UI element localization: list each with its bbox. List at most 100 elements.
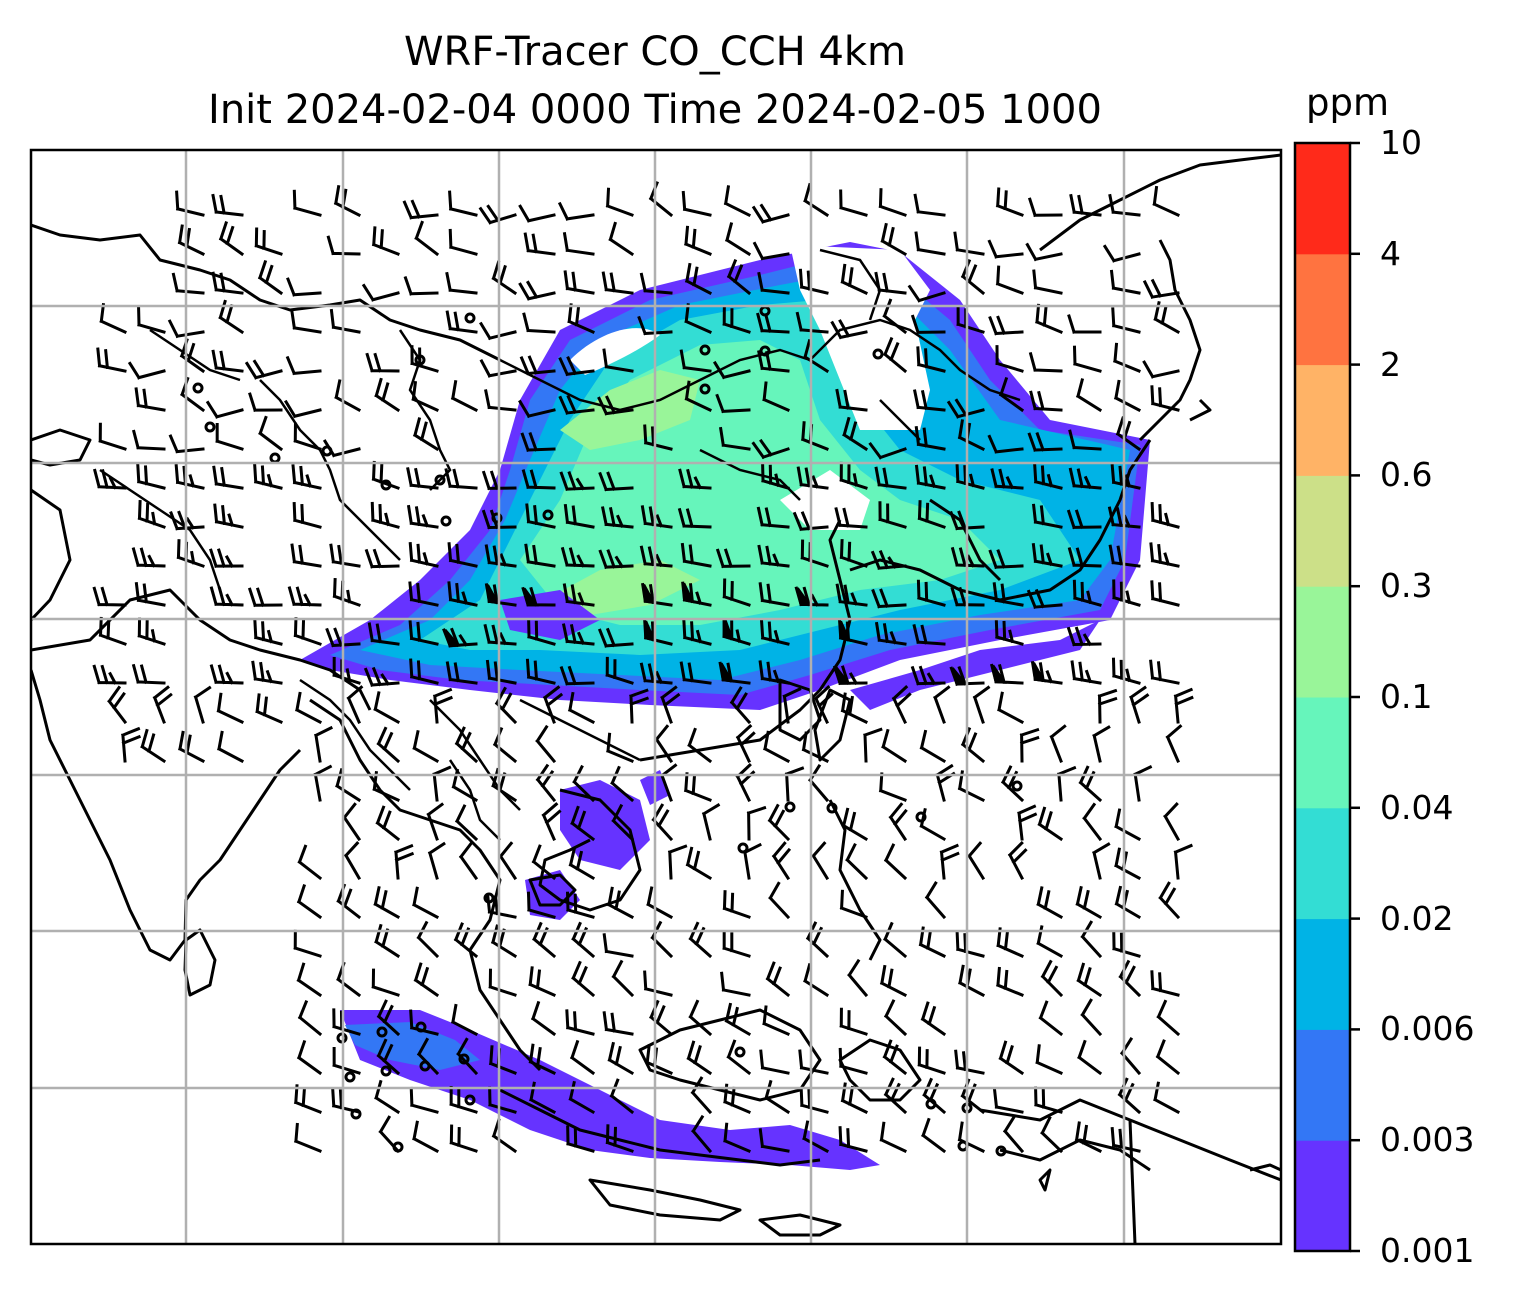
wind-barb <box>1035 1044 1063 1075</box>
wind-barb <box>216 730 245 764</box>
wind-barb <box>427 841 446 880</box>
wind-barb <box>955 931 985 958</box>
wind-barb <box>756 506 790 529</box>
wind-barb <box>175 190 205 217</box>
wind-barb <box>765 961 791 998</box>
wind-barb <box>1027 197 1063 218</box>
wind-barb <box>912 624 946 646</box>
wind-barb <box>329 543 361 568</box>
wind-barb <box>451 768 479 803</box>
wind-barb <box>845 842 869 881</box>
wind-barb <box>176 539 205 568</box>
wind-barb <box>521 469 556 490</box>
wind-barb <box>878 772 907 802</box>
calm-wind-circles <box>192 305 1023 1157</box>
wind-barb <box>1173 687 1194 724</box>
wind-barb <box>834 507 868 529</box>
wind-barb <box>972 685 991 724</box>
wind-barb <box>215 422 244 451</box>
wind-barb <box>531 844 557 881</box>
wind-barb <box>258 415 284 452</box>
wind-barb <box>995 265 1024 295</box>
wind-barb <box>535 724 557 764</box>
wind-barb <box>542 685 564 724</box>
wind-barb <box>1037 806 1064 842</box>
wind-barb <box>914 464 946 490</box>
wind-barb <box>414 220 440 257</box>
wind-barb <box>1077 1039 1103 1076</box>
wind-barb <box>998 376 1025 413</box>
wind-barb <box>562 583 595 607</box>
wind-barb <box>839 1007 868 1036</box>
wind-barb <box>784 766 805 802</box>
wind-barb <box>1150 502 1180 529</box>
wind-barb <box>767 803 791 842</box>
wind-barb <box>605 656 634 685</box>
wind-barb <box>107 685 128 725</box>
wind-barb <box>557 201 595 221</box>
wind-barb <box>449 1124 478 1153</box>
wind-barb <box>518 280 556 301</box>
wind-barb <box>605 187 634 217</box>
wind-barb <box>684 225 712 256</box>
wind-barb <box>1097 688 1118 724</box>
wind-barb <box>715 393 751 414</box>
wind-barb <box>608 221 635 257</box>
colorbar-segment <box>1295 364 1350 476</box>
wind-barb <box>523 232 556 256</box>
wind-barb <box>726 259 752 296</box>
wind-barb <box>167 319 205 339</box>
wind-barb <box>1080 998 1103 1037</box>
wind-barb <box>746 805 767 841</box>
wind-barb-pennant <box>722 619 735 642</box>
wind-barb <box>375 805 401 842</box>
wind-barb <box>751 203 790 224</box>
wind-barb <box>720 971 751 997</box>
wind-barb <box>559 665 595 686</box>
wind-barb <box>134 581 166 607</box>
wind-barb <box>490 924 518 959</box>
wind-barb <box>488 1086 517 1114</box>
wind-barb <box>205 400 244 419</box>
wind-barb <box>485 659 517 685</box>
wind-barb <box>811 841 830 881</box>
wind-barb <box>335 767 362 803</box>
wind-barb <box>1019 727 1040 763</box>
colorbar-tick-label: 0.04 <box>1380 787 1454 827</box>
wind-barb <box>1002 1114 1025 1154</box>
wind-barb <box>1034 1086 1063 1114</box>
wind-barb <box>646 886 674 920</box>
colorbar-tick-label: 0.1 <box>1380 677 1433 716</box>
wind-barb <box>988 549 1024 570</box>
wind-barb <box>257 259 284 296</box>
wind-barb <box>1108 193 1141 217</box>
wind-barb <box>1072 345 1102 373</box>
wind-barb <box>1038 1000 1064 1037</box>
wind-barb <box>1066 626 1102 647</box>
wind-barb <box>131 663 166 685</box>
wind-barb <box>376 726 401 764</box>
wind-barb <box>561 623 595 646</box>
wind-barb <box>701 803 721 841</box>
wind-barb <box>216 692 244 724</box>
wind-barb <box>677 507 712 529</box>
wind-barb <box>326 235 361 256</box>
wind-barb <box>558 394 595 415</box>
wind-barb <box>601 271 634 295</box>
wind-barb <box>830 319 868 340</box>
wind-barb <box>1025 242 1063 262</box>
wind-barb <box>801 731 830 764</box>
colorbar <box>1295 141 1360 1253</box>
wind-barb <box>137 617 166 646</box>
wind-barb <box>332 656 361 685</box>
wind-barb <box>98 616 127 646</box>
wind-barb <box>371 460 400 490</box>
wind-barb <box>1173 843 1193 880</box>
wind-barb <box>1029 390 1063 412</box>
wind-barb <box>364 548 400 569</box>
wind-barb <box>681 190 712 217</box>
wind-barb <box>910 314 946 335</box>
gridlines <box>31 150 1281 1244</box>
wind-barb <box>244 359 283 380</box>
wind-barb <box>919 807 947 842</box>
